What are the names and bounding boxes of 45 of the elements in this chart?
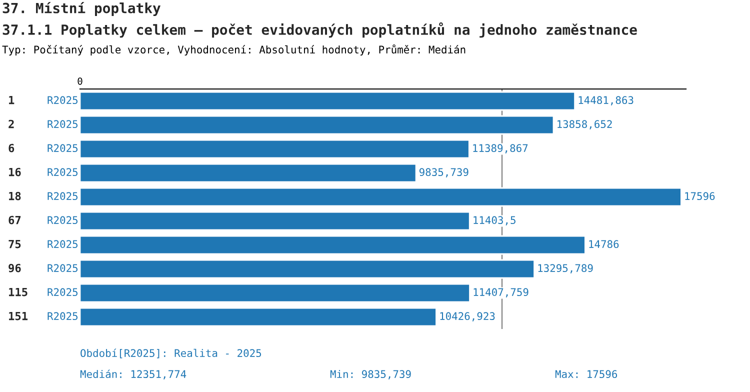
data-label: 13295,789: [538, 264, 593, 274]
bar: [80, 307, 437, 327]
text: Medián: 12351,774: [80, 370, 186, 380]
y-tick-label: 75: [8, 240, 21, 248]
y-tick-label: 16: [9, 168, 21, 176]
bar: [80, 235, 586, 255]
y-tick-label: 67: [8, 216, 21, 224]
y-tick-label: 96: [8, 264, 21, 272]
data-label: 14481,863: [578, 96, 634, 106]
text: R2025: [48, 216, 78, 224]
text: Typ: Počítaný podle vzorce, Vyhodnocení: Absolutní hodnoty, Průměr: Medián: [2, 44, 466, 56]
y-tick-label: 151: [9, 312, 28, 320]
bar: [80, 163, 417, 183]
bar: [80, 115, 554, 135]
text: R2025: [48, 240, 78, 248]
text: R2025: [48, 264, 78, 272]
data-label: 11407,759: [474, 288, 528, 298]
bar: [80, 187, 682, 207]
text: Období[R2025]: Realita - 2025: [80, 348, 262, 358]
data-label: 10426,923: [440, 312, 495, 322]
data-label: 14786: [589, 240, 619, 248]
y-tick-label: 115: [9, 288, 28, 296]
chart-title: 37. Místní poplatky: [2, 2, 160, 16]
y-tick-label: 1: [9, 96, 14, 104]
data-label: 9835,739: [419, 168, 468, 178]
text: 0: [78, 77, 82, 85]
y-tick-label: 18: [9, 192, 21, 200]
data-label: 13858,652: [558, 120, 612, 130]
text: R2025: [48, 120, 78, 128]
chart-subtitle: 37.1.1 Poplatky celkem – počet evidovaných poplatníků na jednoho zaměstnance: [2, 22, 637, 38]
text: Min: 9835,739: [330, 370, 411, 380]
y-tick-label: 2: [8, 120, 14, 128]
text: R2025: [48, 312, 78, 320]
data-label: 17596: [685, 192, 715, 200]
bar: [80, 91, 576, 111]
text: R2025: [48, 192, 78, 200]
bar: [80, 259, 535, 279]
series-label: R2025: [48, 96, 78, 104]
y-tick-label: 6: [8, 144, 14, 152]
text: Max: 17596: [555, 370, 618, 378]
text: R2025: [48, 168, 78, 176]
data-label: 11403,5: [474, 216, 516, 226]
data-label: 11389,867: [473, 144, 528, 154]
text: R2025: [48, 288, 78, 296]
text: R2025: [48, 144, 78, 152]
